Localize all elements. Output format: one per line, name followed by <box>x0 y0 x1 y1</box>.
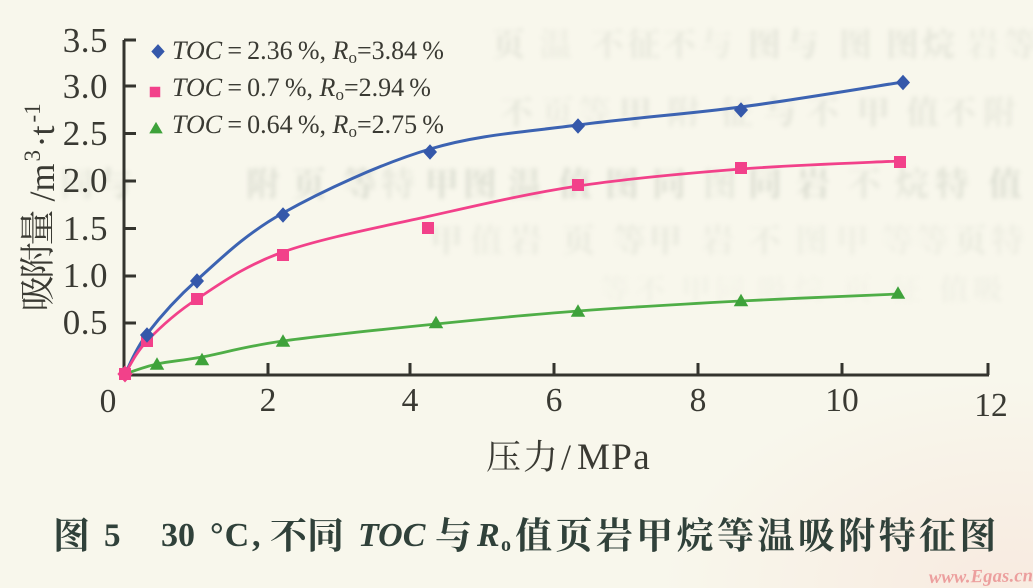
svg-text:/: / <box>561 437 571 477</box>
svg-text:o: o <box>501 534 511 556</box>
svg-text:5: 5 <box>104 518 121 554</box>
svg-text:3: 3 <box>20 150 45 162</box>
svg-text:,: , <box>252 517 261 554</box>
svg-text:°C: °C <box>210 517 250 554</box>
svg-text:R: R <box>476 517 500 554</box>
svg-text:www.Egas.cn: www.Egas.cn <box>929 566 1033 588</box>
svg-text:·t: ·t <box>22 126 62 148</box>
svg-text:30: 30 <box>161 517 195 554</box>
svg-text:-1: -1 <box>20 103 45 122</box>
svg-text:/m: /m <box>22 163 62 201</box>
svg-text:MPa: MPa <box>577 437 651 478</box>
svg-text:TOC: TOC <box>358 517 426 554</box>
